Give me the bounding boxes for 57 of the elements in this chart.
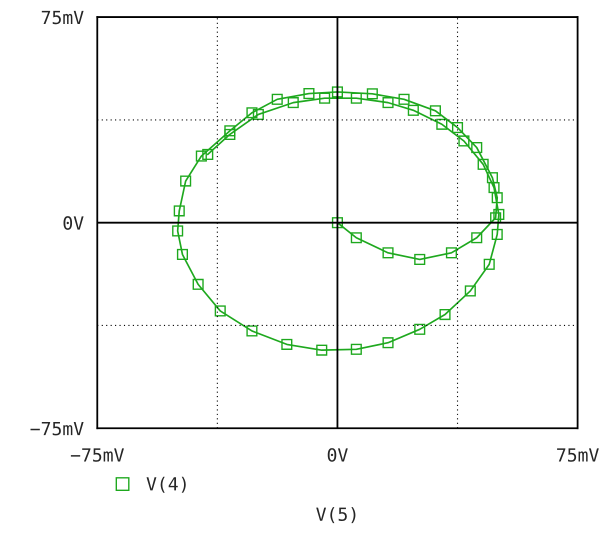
- point: [272, 94, 283, 105]
- x-tick-label: 75mV: [557, 448, 599, 462]
- point: [439, 308, 451, 320]
- point: [192, 278, 204, 290]
- point: [350, 232, 362, 244]
- y-tick-label: −75mV: [30, 422, 84, 436]
- point: [202, 148, 214, 160]
- point: [446, 247, 457, 258]
- point: [458, 135, 470, 147]
- point: [493, 208, 504, 220]
- point: [478, 158, 489, 170]
- point: [382, 247, 394, 258]
- point: [430, 105, 441, 116]
- y-tick-label: 0V: [64, 216, 84, 230]
- point: [180, 175, 192, 187]
- point: [332, 217, 343, 228]
- point: [246, 325, 258, 337]
- point: [303, 88, 314, 100]
- point: [471, 142, 482, 154]
- x-tick-label: −75mV: [70, 448, 124, 462]
- point: [382, 97, 394, 108]
- point: [464, 285, 476, 296]
- point: [214, 305, 226, 316]
- point: [408, 104, 419, 116]
- point: [484, 258, 495, 270]
- point: [176, 248, 188, 260]
- legend-label: V(4): [146, 476, 186, 493]
- point: [246, 107, 258, 118]
- point: [452, 122, 464, 134]
- point: [492, 228, 503, 240]
- point: [490, 212, 502, 224]
- point: [488, 182, 500, 194]
- point: [288, 97, 299, 108]
- point: [492, 192, 503, 204]
- x-tick-label: 0V: [328, 448, 348, 462]
- x-axis-title: V(5): [316, 507, 356, 524]
- point: [319, 92, 330, 104]
- point: [196, 150, 207, 162]
- point: [350, 344, 362, 355]
- point: [224, 128, 236, 140]
- point: [350, 92, 362, 104]
- point: [486, 172, 498, 184]
- point: [332, 86, 343, 98]
- point: [252, 108, 264, 120]
- point: [174, 205, 185, 216]
- point: [436, 118, 448, 130]
- point: [382, 337, 394, 348]
- point: [414, 324, 426, 335]
- point: [316, 344, 328, 356]
- point: [366, 88, 378, 100]
- point: [172, 225, 184, 236]
- point: [414, 254, 426, 265]
- point: [398, 94, 410, 105]
- point: [471, 232, 482, 244]
- y-tick-label: 75mV: [42, 10, 84, 24]
- point: [281, 338, 292, 350]
- point: [224, 125, 236, 136]
